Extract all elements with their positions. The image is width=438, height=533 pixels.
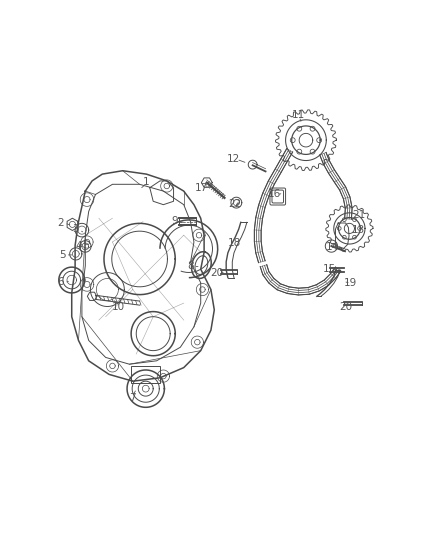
Text: 18: 18 [227, 238, 240, 248]
Text: 6: 6 [57, 277, 64, 287]
Text: 7: 7 [129, 393, 135, 403]
Text: 21: 21 [352, 210, 365, 220]
Text: 3: 3 [72, 224, 79, 234]
Text: 20: 20 [339, 302, 353, 311]
Text: 14: 14 [326, 242, 339, 252]
Text: 11: 11 [292, 110, 305, 120]
Text: 20: 20 [210, 268, 223, 278]
Text: 16: 16 [268, 190, 281, 199]
Text: 17: 17 [195, 183, 208, 193]
Text: 19: 19 [344, 278, 357, 288]
Text: 5: 5 [59, 250, 66, 260]
Text: 12: 12 [226, 154, 240, 164]
Text: 2: 2 [57, 218, 64, 228]
Text: 10: 10 [112, 302, 125, 311]
Text: 13: 13 [352, 225, 365, 236]
Text: 15: 15 [323, 264, 336, 274]
Text: 8: 8 [187, 262, 194, 271]
Text: 4: 4 [76, 241, 82, 251]
Text: 1: 1 [143, 176, 150, 187]
Text: 9: 9 [171, 216, 177, 226]
Text: 22: 22 [228, 199, 241, 209]
